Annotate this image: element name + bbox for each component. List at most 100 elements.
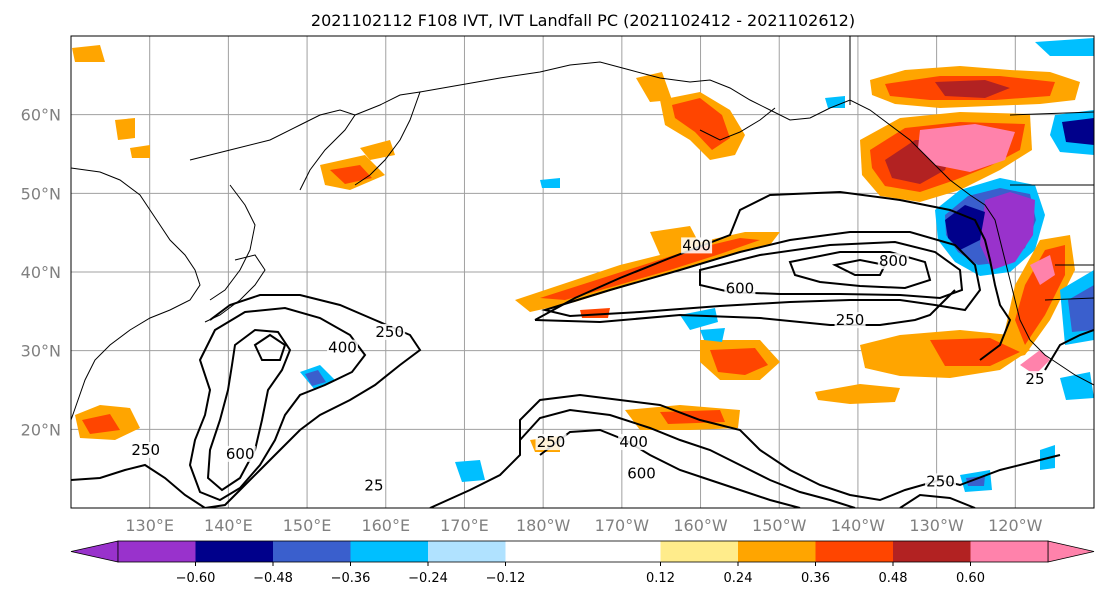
pc-region [115, 118, 135, 140]
ivt-contour-250 [71, 294, 422, 508]
lon-tick-label: 130°W [909, 516, 964, 535]
pc-region [815, 384, 900, 404]
pc-region [1060, 372, 1094, 400]
coastline-siberia [189, 109, 356, 191]
ivt-contour-250-ar [534, 190, 1012, 361]
contour-label: 25 [364, 476, 383, 494]
lon-tick-label: 120°W [988, 516, 1043, 535]
lon-tick-label: 150°E [283, 516, 332, 535]
contour-label: 250 [131, 441, 160, 459]
pc-region [540, 238, 760, 300]
contour-label: 250 [537, 433, 566, 451]
colorbar-outline [117, 540, 1049, 563]
pc-region [1030, 255, 1055, 285]
lon-tick-label: 170°W [595, 516, 650, 535]
pc-region [1020, 350, 1050, 375]
pc-region [72, 45, 105, 62]
ivt-contour-800-ar [788, 251, 932, 290]
pc-region [680, 308, 718, 330]
colorbar: −0.60 −0.48 −0.36 −0.24 −0.12 0.12 0.24 0.36 0.4… [70, 540, 1095, 586]
colorbar-segment [195, 541, 273, 562]
contour-label-bg [724, 280, 756, 297]
colorbar-extend-max [1047, 540, 1095, 563]
lon-tick-label: 150°W [752, 516, 807, 535]
pc-region [918, 124, 1015, 172]
coastline-kamchatka [354, 91, 421, 186]
contour-label-bg [224, 445, 256, 462]
contour-label: 400 [682, 236, 711, 254]
ivt-contour-400 [188, 306, 367, 502]
lon-tick-label: 140°W [831, 516, 886, 535]
pc-region [330, 165, 372, 184]
graticule [71, 36, 1094, 508]
pc-region [945, 205, 985, 250]
contour-label-bg [618, 434, 650, 451]
border-state [1044, 297, 1094, 301]
lon-tick-label: 140°E [204, 516, 253, 535]
lon-tick-label: 180°W [516, 516, 571, 535]
coastline-japan [204, 254, 266, 323]
colorbar-segment [660, 541, 738, 562]
coastlines [71, 36, 1094, 421]
coastline-alaska-peninsula [699, 107, 776, 141]
pc-region [130, 145, 150, 158]
pc-region [360, 140, 395, 160]
lon-tick-label: 170°E [440, 516, 489, 535]
lat-tick-label: 30°N [21, 342, 61, 361]
contour-label: 250 [926, 472, 955, 490]
colorbar-segment [118, 541, 196, 562]
ivt-contour-400-south [519, 408, 856, 508]
contour-label-bg [626, 465, 658, 482]
map-title: 2021102112 F108 IVT, IVT Landfall PC (20… [311, 11, 855, 30]
contour-label: 25 [1025, 370, 1044, 388]
contour-label: 400 [328, 339, 357, 357]
pc-region [700, 328, 725, 342]
lat-tick-label: 60°N [21, 106, 61, 125]
lat-tick-label: 50°N [21, 184, 61, 203]
colorbar-tick-label: −0.36 [331, 571, 371, 586]
contour-label-bg [925, 473, 957, 490]
colorbar-segment [815, 541, 893, 562]
pc-region [636, 72, 672, 102]
contour-label: 400 [619, 433, 648, 451]
pc-region [1062, 118, 1094, 145]
colorbar-tick-label: 0.12 [646, 571, 675, 586]
contour-label: 250 [375, 323, 404, 341]
pc-region [930, 338, 1020, 366]
contour-label-bg [374, 323, 406, 340]
colorbar-tick-label: −0.60 [176, 571, 216, 586]
pc-region [672, 98, 730, 150]
contour-label-bg [1023, 371, 1046, 388]
colorbar-tick-label: −0.12 [486, 571, 526, 586]
border-province [1009, 111, 1094, 116]
colorbar-segment [428, 541, 506, 562]
colorbar-segment [738, 541, 816, 562]
lat-tick-label: 20°N [21, 420, 61, 439]
colorbar-tick-label: −0.24 [408, 571, 448, 586]
colorbar-tick-label: 0.48 [879, 571, 908, 586]
contour-label-bg [681, 237, 713, 254]
contour-label-bg [535, 434, 567, 451]
ivt-contour-600-inner [253, 333, 287, 361]
colorbar-tick-label: 0.36 [801, 571, 830, 586]
ivt-contour-labels: 250 400 600 250 400 800 600 250 250 400 600 250 25 25 [130, 236, 1046, 494]
colorbar-segment [970, 541, 1048, 562]
contour-label-bg [130, 441, 162, 458]
contour-label: 600 [226, 445, 255, 463]
contour-label-bg [362, 477, 385, 494]
latitude-labels: 60°N 50°N 40°N 30°N 20°N [21, 106, 61, 440]
colorbar-segment [893, 541, 971, 562]
pc-region [825, 96, 845, 108]
colorbar-tick-label: −0.48 [253, 571, 293, 586]
pc-region [966, 476, 985, 486]
contour-label: 250 [836, 311, 865, 329]
colorbar-extend-min [70, 540, 119, 563]
ivt-contour-600-south [539, 428, 801, 508]
colorbar-segment [505, 541, 661, 562]
pc-region [935, 80, 1010, 98]
coastline-north-america [419, 61, 1094, 386]
colorbar-tick-label: 0.24 [724, 571, 753, 586]
contour-label: 600 [627, 465, 656, 483]
contour-label: 800 [879, 252, 908, 270]
